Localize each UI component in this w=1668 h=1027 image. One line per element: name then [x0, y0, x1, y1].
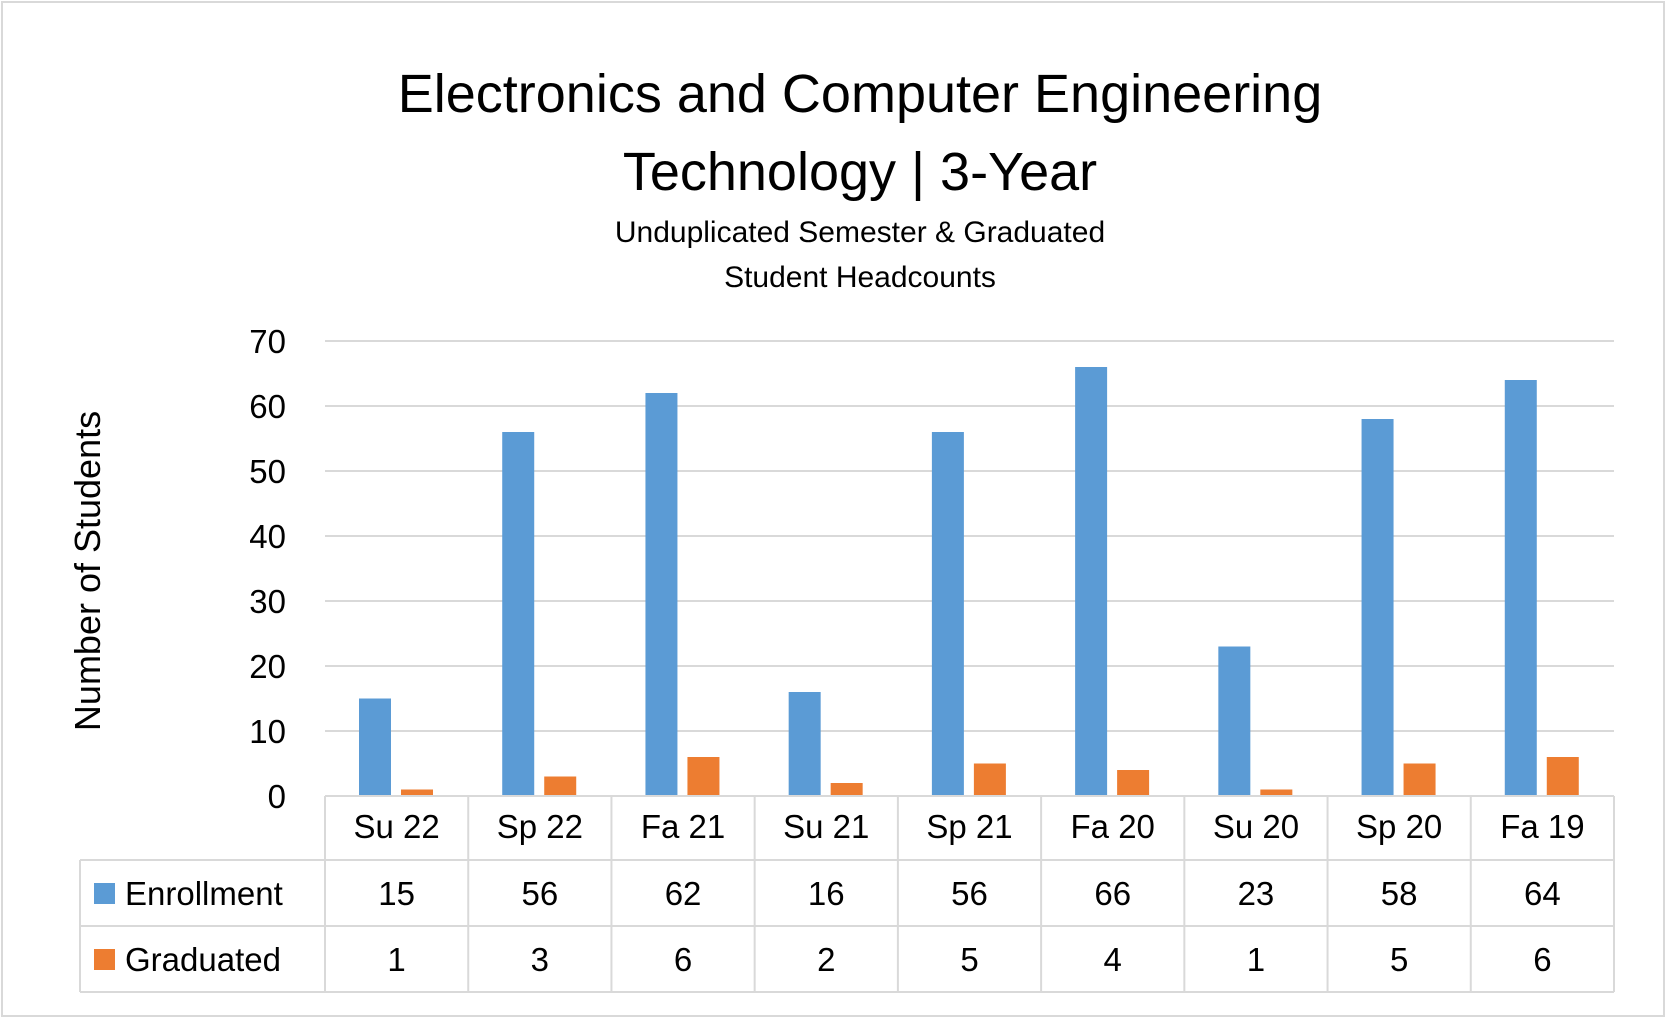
x-tick-label: Su 21 — [783, 808, 869, 845]
bar-enrollment — [788, 692, 821, 796]
x-tick-label: Sp 21 — [926, 808, 1012, 845]
bar-enrollment — [1075, 367, 1108, 796]
data-label-graduated: 5 — [960, 941, 978, 978]
y-tick-label: 40 — [249, 518, 286, 555]
data-label-enrollment: 15 — [378, 875, 415, 912]
y-axis-label: Number of Students — [67, 411, 108, 731]
y-tick-label: 10 — [249, 713, 286, 750]
data-label-graduated: 6 — [1533, 941, 1551, 978]
bar-enrollment — [1504, 380, 1537, 796]
chart-subtitle-line-2: Student Headcounts — [724, 261, 996, 294]
data-label-enrollment: 64 — [1524, 875, 1561, 912]
bar-graduated — [973, 763, 1006, 796]
bar-graduated — [401, 789, 433, 796]
y-tick-label: 50 — [249, 453, 286, 490]
legend-swatch-enrollment — [94, 883, 115, 904]
chart-subtitle-line-1: Unduplicated Semester & Graduated — [615, 216, 1105, 249]
bar-enrollment — [1218, 646, 1251, 796]
bar-enrollment — [359, 698, 391, 796]
data-label-enrollment: 58 — [1381, 875, 1418, 912]
bar-graduated — [687, 757, 720, 796]
bar-graduated — [1117, 770, 1150, 796]
data-label-graduated: 4 — [1104, 941, 1122, 978]
bar-graduated — [830, 783, 863, 796]
x-tick-label: Fa 20 — [1071, 808, 1155, 845]
x-tick-label: Sp 20 — [1356, 808, 1442, 845]
bar-graduated — [544, 776, 577, 796]
y-tick-label: 60 — [249, 388, 286, 425]
bar-enrollment — [931, 432, 964, 796]
data-label-graduated: 5 — [1390, 941, 1408, 978]
bar-graduated — [1403, 763, 1436, 796]
x-tick-label: Su 22 — [353, 808, 439, 845]
chart-title-line-2: Technology | 3-Year — [623, 142, 1097, 202]
x-tick-label: Su 20 — [1213, 808, 1299, 845]
chart-title-line-1: Electronics and Computer Engineering — [398, 64, 1323, 124]
data-label-enrollment: 56 — [521, 875, 558, 912]
data-label-graduated: 1 — [1247, 941, 1265, 978]
y-tick-label: 0 — [268, 778, 286, 815]
x-tick-label: Fa 21 — [641, 808, 725, 845]
data-label-graduated: 6 — [674, 941, 692, 978]
data-label-enrollment: 66 — [1094, 875, 1131, 912]
data-label-enrollment: 23 — [1238, 875, 1275, 912]
legend-swatch-graduated — [94, 949, 115, 970]
y-tick-label: 20 — [249, 648, 286, 685]
data-label-enrollment: 16 — [808, 875, 845, 912]
bar-enrollment — [502, 432, 535, 796]
data-label-enrollment: 62 — [665, 875, 702, 912]
legend-label-enrollment: Enrollment — [125, 875, 283, 912]
x-tick-label: Fa 19 — [1500, 808, 1584, 845]
bar-enrollment — [645, 393, 678, 796]
data-label-graduated: 3 — [531, 941, 549, 978]
y-tick-label: 70 — [249, 323, 286, 360]
y-tick-label: 30 — [249, 583, 286, 620]
legend-label-graduated: Graduated — [125, 941, 281, 978]
data-label-enrollment: 56 — [951, 875, 988, 912]
bar-graduated — [1260, 789, 1293, 796]
bar-graduated — [1546, 757, 1579, 796]
bar-enrollment — [1361, 419, 1394, 796]
data-label-graduated: 2 — [817, 941, 835, 978]
data-label-graduated: 1 — [387, 941, 405, 978]
x-tick-label: Sp 22 — [497, 808, 583, 845]
